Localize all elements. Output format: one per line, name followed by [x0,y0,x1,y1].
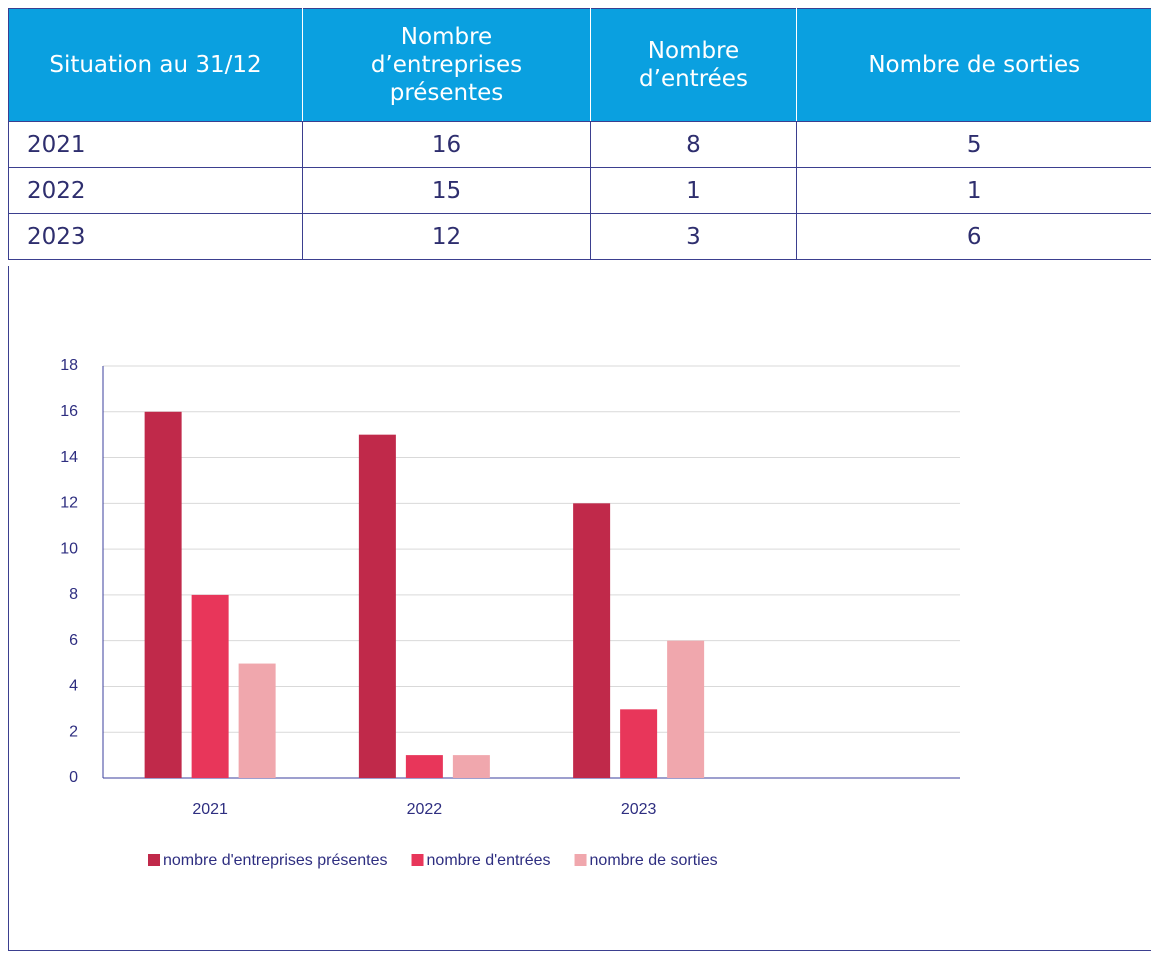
data-table: Situation au 31/12 Nombre d’entreprises … [8,8,1151,260]
bar [452,755,490,778]
bar [358,434,396,778]
header-cell: Nombre d’entrées [590,8,797,122]
y-tick-label: 4 [69,678,78,695]
cell: 2022 [8,167,303,214]
y-tick-label: 8 [69,586,78,603]
y-tick-label: 2 [69,723,78,740]
legend-label: nombre d'entreprises présentes [163,852,388,869]
cell: 12 [302,213,591,260]
x-tick-label: 2022 [407,801,443,818]
y-tick-label: 0 [69,769,78,786]
y-tick-label: 12 [60,495,78,512]
header-row: Situation au 31/12 Nombre d’entreprises … [8,8,1151,122]
cell: 8 [590,121,797,168]
bar [667,640,705,778]
bar [405,755,443,778]
row: 2022 15 1 1 [8,167,1151,214]
cell: 6 [796,213,1151,260]
row: 2023 12 3 6 [8,213,1151,260]
x-tick-label: 2023 [621,801,657,818]
legend-swatch [411,854,424,866]
y-tick-label: 10 [60,540,78,557]
cell: 1 [590,167,797,214]
y-tick-label: 18 [60,357,78,374]
cell: 2021 [8,121,303,168]
y-tick-label: 6 [69,632,78,649]
y-tick-label: 16 [60,403,78,420]
cell: 5 [796,121,1151,168]
bar [573,503,611,778]
row: 2021 16 8 5 [8,121,1151,168]
chart-frame [8,266,1151,951]
bar [144,411,182,778]
bar [238,663,276,778]
cell: 1 [796,167,1151,214]
cell: 2023 [8,213,303,260]
bar [191,594,229,778]
chart: 0 2 4 6 8 10 12 14 16 18 2021 2022 2023 nombre d'entr… [60,357,960,869]
legend-swatch [574,854,587,866]
x-tick-label: 2021 [192,801,228,818]
cell: 15 [302,167,591,214]
header-cell: Nombre d’entreprises présentes [302,8,591,122]
legend-swatch [148,854,160,866]
bar [620,709,658,778]
cell: 3 [590,213,797,260]
y-tick-label: 14 [60,449,78,466]
legend-label: nombre d'entrées [427,852,551,869]
cell: 16 [302,121,591,168]
header-cell: Nombre de sorties [796,8,1151,122]
header-cell: Situation au 31/12 [8,8,303,122]
legend-label: nombre de sorties [590,852,718,869]
